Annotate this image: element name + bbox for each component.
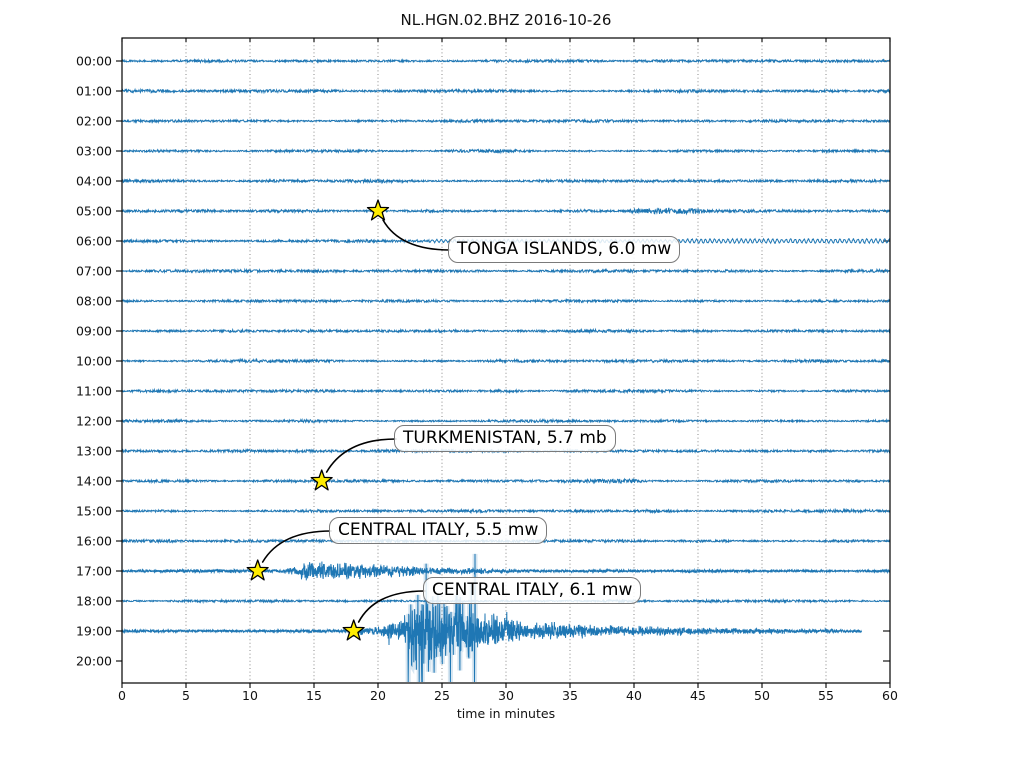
- x-tick-label: 0: [118, 688, 126, 703]
- seismogram-trace-row-07:00: [122, 267, 890, 275]
- seismogram-trace-row-14:00: [122, 477, 890, 485]
- x-axis-label: time in minutes: [456, 706, 556, 721]
- annotation-arrow: [325, 438, 397, 473]
- y-tick-label: 19:00: [76, 624, 112, 639]
- chart-title: NL.HGN.02.BHZ 2016-10-26: [400, 11, 612, 29]
- seismogram-trace-row-15:00: [122, 507, 890, 515]
- seismogram-trace-row-05:00: [122, 207, 890, 216]
- y-tick-label: 01:00: [76, 84, 112, 99]
- y-tick-label: 11:00: [76, 384, 112, 399]
- y-tick-label: 17:00: [76, 564, 112, 579]
- seismogram-trace-row-01:00: [122, 87, 890, 95]
- seismogram-trace-row-00:00: [122, 57, 890, 65]
- y-tick-label: 08:00: [76, 294, 112, 309]
- seismogram-trace-row-13:00: [122, 447, 890, 455]
- y-tick-label: 05:00: [76, 204, 112, 219]
- seismogram-trace-row-04:00: [122, 177, 890, 185]
- seismogram-trace-row-18:00: [122, 597, 890, 605]
- y-tick-label: 04:00: [76, 174, 112, 189]
- seismogram-trace-row-10:00: [122, 357, 890, 365]
- x-tick-label: 60: [882, 688, 898, 703]
- y-tick-label: 06:00: [76, 234, 112, 249]
- seismogram-trace-row-16:00: [122, 537, 890, 545]
- y-tick-label: 13:00: [76, 444, 112, 459]
- x-tick-label: 5: [182, 688, 190, 703]
- x-tick-label: 15: [306, 688, 322, 703]
- y-tick-label: 15:00: [76, 504, 112, 519]
- y-tick-label: 14:00: [76, 474, 112, 489]
- seismogram-trace-row-03:00: [122, 147, 890, 155]
- x-tick-label: 10: [242, 688, 258, 703]
- y-tick-label: 12:00: [76, 414, 112, 429]
- seismogram-trace-row-02:00: [122, 117, 890, 125]
- annotation-arrow: [261, 530, 332, 563]
- event-star-marker: [246, 559, 269, 581]
- y-tick-label: 02:00: [76, 114, 112, 129]
- x-tick-label: 35: [562, 688, 578, 703]
- y-tick-label: 20:00: [76, 654, 112, 669]
- x-tick-label: 50: [754, 688, 770, 703]
- x-tick-label: 25: [434, 688, 450, 703]
- x-tick-label: 45: [690, 688, 706, 703]
- annotation-arrow: [357, 590, 426, 623]
- plot-frame: [121, 37, 891, 684]
- event-star-marker: [310, 469, 333, 491]
- seismogram-trace-row-12:00: [122, 417, 890, 425]
- y-tick-label: 03:00: [76, 144, 112, 159]
- annotation-arrow: [382, 219, 451, 251]
- seismogram-trace-row-17:00: [122, 561, 890, 581]
- seismogram-trace-row-11:00: [122, 387, 890, 395]
- y-tick-label: 18:00: [76, 594, 112, 609]
- seismogram-trace-row-08:00: [122, 297, 890, 305]
- seismogram-trace-row-19:00: [122, 553, 863, 683]
- y-tick-label: 00:00: [76, 54, 112, 69]
- trace-group: [122, 57, 890, 683]
- x-tick-label: 55: [818, 688, 834, 703]
- event-star-marker: [366, 199, 390, 221]
- seismogram-trace-row-09:00: [122, 327, 890, 335]
- y-tick-label: 16:00: [76, 534, 112, 549]
- event-star-marker: [342, 619, 365, 641]
- y-tick-label: 09:00: [76, 324, 112, 339]
- seismogram-trace-row-06:00: [122, 237, 890, 245]
- x-tick-label: 40: [626, 688, 642, 703]
- x-tick-label: 30: [498, 688, 514, 703]
- y-tick-label: 10:00: [76, 354, 112, 369]
- y-tick-label: 07:00: [76, 264, 112, 279]
- x-tick-label: 20: [370, 688, 386, 703]
